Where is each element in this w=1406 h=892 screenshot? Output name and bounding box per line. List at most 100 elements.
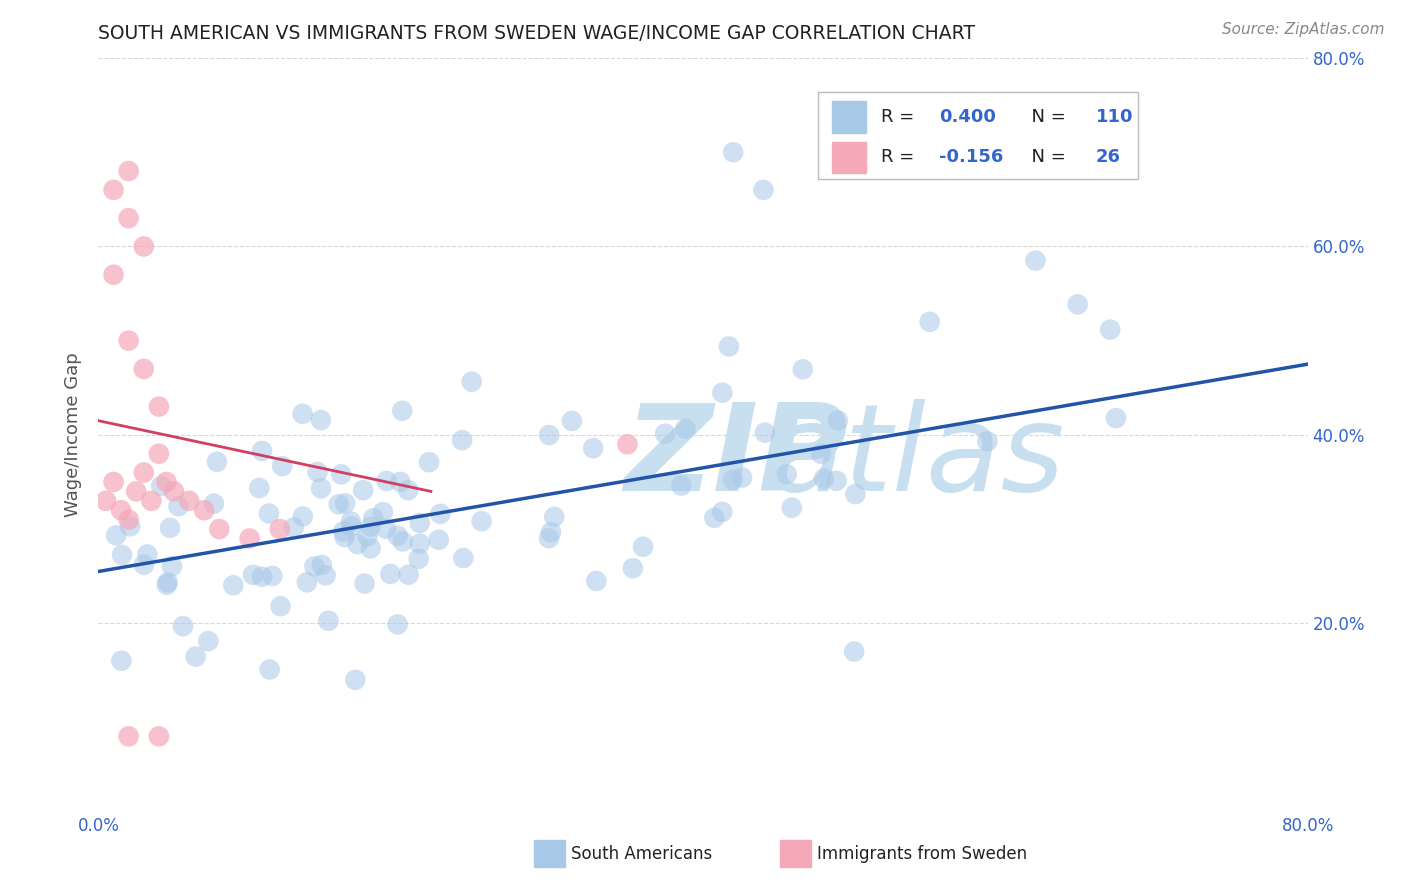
Point [330,467,353,482]
Point [94,493,117,508]
Point [398,567,420,582]
Point [160,559,183,574]
Point [309,413,332,427]
Point [311,558,333,572]
Point [717,339,740,353]
Bar [832,101,866,133]
Point [156,575,179,590]
Point [250,570,273,584]
Point [125,484,148,499]
Text: ZIP: ZIP [624,399,848,516]
Point [460,375,482,389]
Point [418,455,440,469]
Point [654,426,676,441]
Point [205,455,228,469]
Point [387,617,409,632]
Point [543,509,565,524]
Point [269,522,291,536]
Text: 0.400: 0.400 [939,108,995,126]
Point [111,548,134,562]
Point [408,552,430,566]
Point [141,493,163,508]
Point [538,428,561,442]
Point [259,663,281,677]
Point [309,481,332,495]
Point [352,483,374,498]
Point [239,532,262,546]
Point [270,599,292,614]
Point [103,183,125,197]
Point [631,540,654,554]
Point [291,509,314,524]
Point [780,500,803,515]
Point [103,475,125,489]
Text: R =: R = [880,108,920,126]
Point [813,472,835,486]
Point [257,507,280,521]
Point [792,362,814,376]
Point [118,334,141,348]
FancyBboxPatch shape [818,92,1139,178]
Point [340,515,363,529]
Point [172,619,194,633]
Point [360,541,382,556]
Point [408,516,430,530]
Text: R =: R = [880,148,920,167]
Text: SOUTH AMERICAN VS IMMIGRANTS FROM SWEDEN WAGE/INCOME GAP CORRELATION CHART: SOUTH AMERICAN VS IMMIGRANTS FROM SWEDEN… [98,23,976,43]
Point [222,578,245,592]
Point [156,577,179,591]
Point [344,673,367,687]
Point [387,529,409,543]
Point [389,475,412,489]
Bar [832,142,866,173]
Point [103,268,125,282]
Point [271,459,294,474]
Point [150,479,173,493]
Point [721,473,744,487]
Point [110,654,132,668]
Text: atlas: atlas [769,399,1064,516]
Text: 110: 110 [1097,108,1133,126]
Point [340,519,363,533]
Text: N =: N = [1019,108,1071,126]
Point [360,519,382,533]
Text: Immigrants from Sweden: Immigrants from Sweden [817,845,1026,863]
Point [163,484,186,499]
Point [118,513,141,527]
Point [208,522,231,536]
Point [616,437,638,451]
Point [159,521,181,535]
Point [1105,411,1128,425]
Point [371,505,394,519]
Point [976,434,998,449]
Point [193,503,215,517]
Point [332,524,354,539]
Point [918,315,941,329]
Point [375,474,398,488]
Point [561,414,583,428]
Point [582,441,605,455]
Text: Source: ZipAtlas.com: Source: ZipAtlas.com [1222,22,1385,37]
Point [202,497,225,511]
Point [118,211,141,226]
Point [132,558,155,572]
Point [429,507,451,521]
Point [295,575,318,590]
Point [333,530,356,544]
Point [148,730,170,744]
Point [304,559,326,574]
Point [380,566,402,581]
Point [105,528,128,542]
Point [1099,323,1122,337]
Point [307,465,329,479]
Point [844,644,866,658]
Point [453,551,475,566]
Point [148,400,170,414]
Point [723,145,745,160]
Point [361,511,384,525]
Y-axis label: Wage/Income Gap: Wage/Income Gap [65,352,83,517]
Point [776,467,799,482]
Point [671,478,693,492]
Point [471,514,494,528]
Point [118,730,141,744]
